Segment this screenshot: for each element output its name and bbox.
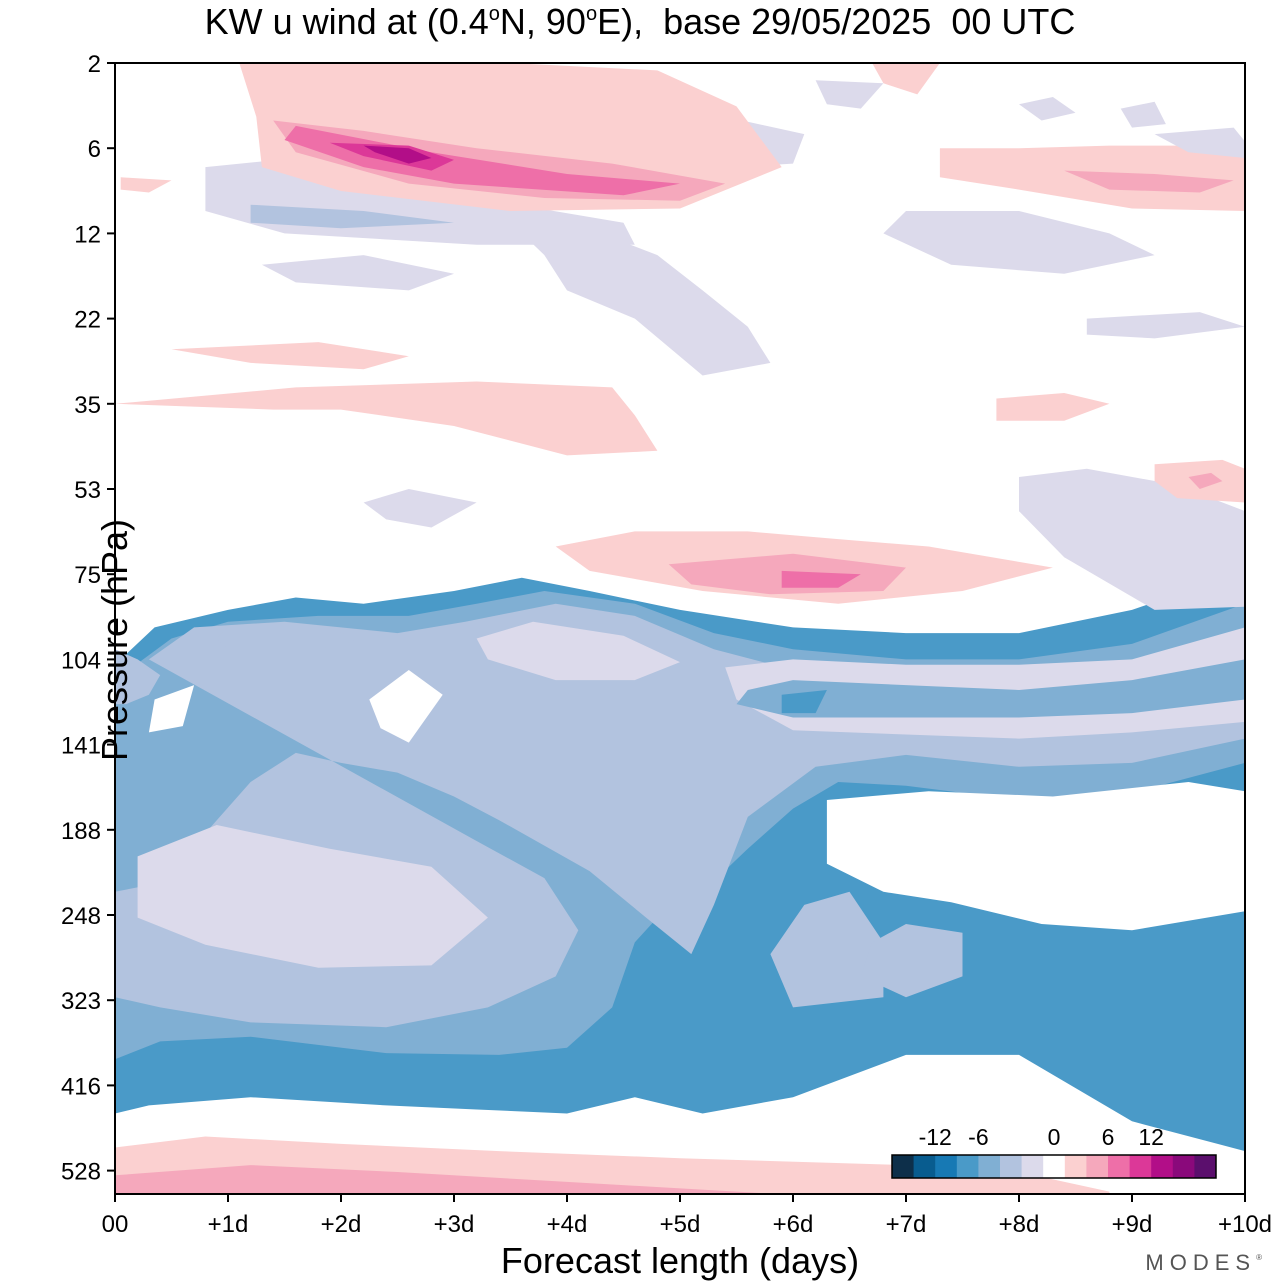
contour-region: [1019, 468, 1245, 610]
x-tick-label: 00: [102, 1211, 129, 1238]
x-tick-label: +3d: [434, 1211, 475, 1238]
contour-region: [216, 627, 364, 650]
contour-region: [996, 393, 1110, 421]
x-tick-label: +8d: [999, 1211, 1040, 1238]
contour-region: [1120, 101, 1166, 128]
x-tick-label: +10d: [1218, 1211, 1272, 1238]
y-tick-label: 35: [74, 392, 101, 419]
colorbar-label: -12: [919, 1124, 952, 1150]
contour-region: [860, 924, 963, 998]
colorbar-swatch: [892, 1155, 915, 1178]
contour-region: [826, 782, 1245, 931]
contour-region: [171, 342, 409, 370]
contour-region: [1086, 312, 1245, 339]
contour-region: [148, 685, 195, 733]
x-tick-label: +7d: [886, 1211, 927, 1238]
colorbar-label: 0: [1048, 1124, 1061, 1150]
contour-region: [1154, 127, 1245, 158]
colorbar-label: 12: [1138, 1124, 1164, 1150]
x-tick-label: +2d: [321, 1211, 362, 1238]
contour-region: [770, 891, 884, 1008]
colorbar: -12 -6 0 6 12: [891, 1124, 1217, 1179]
y-tick-label: 22: [74, 307, 101, 334]
colorbar-label: 6: [1102, 1124, 1115, 1150]
contour-region: [1064, 170, 1234, 193]
contour-region: [872, 63, 940, 95]
contour-region: [736, 659, 1245, 718]
contour-region: [883, 211, 1155, 274]
x-tick-label: +4d: [547, 1211, 588, 1238]
colorbar-swatch: [956, 1155, 979, 1178]
contour-region: [781, 570, 861, 588]
colorbar-frame: [891, 1154, 1217, 1179]
colorbar-swatch: [1172, 1155, 1195, 1178]
colorbar-swatch: [978, 1155, 1001, 1178]
colorbar-swatch: [1043, 1155, 1066, 1178]
colorbar-swatch: [1064, 1155, 1087, 1178]
colorbar-swatch: [1151, 1155, 1174, 1178]
colorbar-swatch: [1194, 1155, 1217, 1178]
x-tick-label: +1d: [208, 1211, 249, 1238]
contour-region: [1188, 472, 1223, 489]
contour-region: [120, 177, 172, 193]
y-tick-label: 528: [61, 1159, 101, 1186]
y-tick-label: 6: [88, 136, 101, 163]
colorbar-swatch: [1086, 1155, 1109, 1178]
x-axis: 00 +1d +2d +3d +4d +5d +6d +7d +8d +9d +10d: [102, 1194, 1272, 1238]
y-tick-label: 141: [61, 733, 101, 760]
contour-region: [521, 233, 771, 376]
contour-region: [284, 125, 680, 196]
colorbar-swatch: [1129, 1155, 1152, 1178]
x-tick-label: +6d: [773, 1211, 814, 1238]
contour-region: [137, 825, 488, 968]
colorbar-swatch: [935, 1155, 958, 1178]
contour-region: [261, 255, 454, 291]
chart-title: KW u wind at (0.4oN, 90oE), base 29/05/2…: [204, 1, 1076, 42]
y-tick-label: 188: [61, 818, 101, 845]
y-axis: 2 6 12 22 35 53 75 104 141 188 248 323 416 528: [61, 51, 115, 1186]
y-axis-label: Pressure (hPa): [94, 518, 136, 762]
colorbar-label: -6: [968, 1124, 988, 1150]
contour-region: [1019, 97, 1076, 121]
contour-region: [363, 489, 477, 528]
brand-logo: MODES®: [1145, 1250, 1262, 1275]
y-tick-label: 416: [61, 1073, 101, 1100]
contour-region: [115, 381, 658, 456]
y-tick-label: 323: [61, 988, 101, 1015]
y-tick-label: 12: [74, 221, 101, 248]
contour-region: [369, 670, 443, 743]
contour-region: [815, 80, 884, 109]
contour-region: [781, 690, 827, 714]
y-tick-label: 53: [74, 477, 101, 504]
contour-region: [115, 1165, 780, 1194]
colorbar-swatch: [1021, 1155, 1044, 1178]
contour-region: [476, 621, 680, 681]
y-tick-label: 104: [61, 647, 101, 674]
contour-region: [250, 204, 454, 229]
x-tick-label: +9d: [1112, 1211, 1153, 1238]
colorbar-swatch: [1108, 1155, 1131, 1178]
colorbar-swatch: [1000, 1155, 1023, 1178]
y-tick-label: 75: [74, 562, 101, 589]
x-tick-label: +5d: [660, 1211, 701, 1238]
contour-region: [363, 145, 432, 164]
contour-region: [115, 649, 161, 705]
y-tick-label: 248: [61, 903, 101, 930]
colorbar-swatch: [913, 1155, 936, 1178]
y-tick-label: 2: [88, 51, 101, 78]
x-axis-label: Forecast length (days): [500, 1240, 860, 1281]
contour-fill-layer: [115, 63, 1245, 1194]
